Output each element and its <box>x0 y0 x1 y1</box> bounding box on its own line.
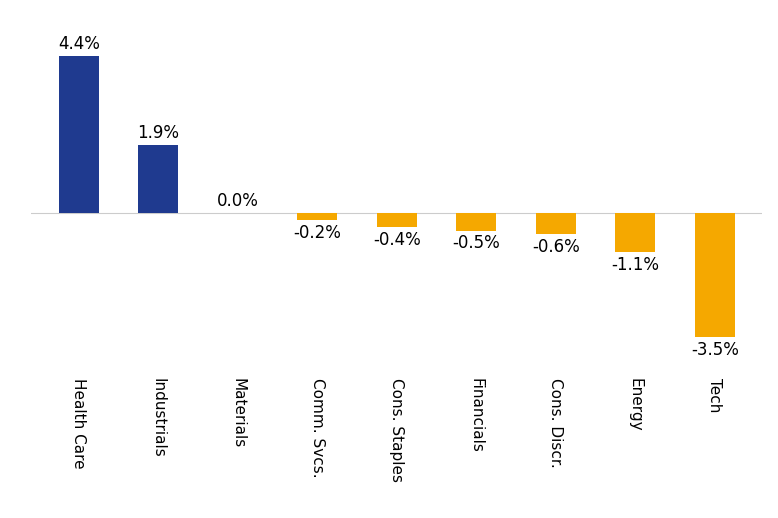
Text: 4.4%: 4.4% <box>58 35 100 53</box>
Bar <box>615 213 655 252</box>
Bar <box>377 213 417 227</box>
Text: -3.5%: -3.5% <box>691 341 738 359</box>
Text: 1.9%: 1.9% <box>137 124 179 142</box>
Bar <box>297 213 337 220</box>
Text: -0.4%: -0.4% <box>373 231 421 249</box>
Bar <box>536 213 576 234</box>
Bar <box>457 213 496 231</box>
Text: 0.0%: 0.0% <box>217 192 259 210</box>
Bar <box>138 145 178 213</box>
Text: -0.6%: -0.6% <box>532 238 580 256</box>
Bar <box>695 213 734 337</box>
Bar <box>59 56 99 213</box>
Text: -1.1%: -1.1% <box>612 255 659 274</box>
Text: -0.5%: -0.5% <box>452 234 500 252</box>
Text: -0.2%: -0.2% <box>293 224 342 241</box>
